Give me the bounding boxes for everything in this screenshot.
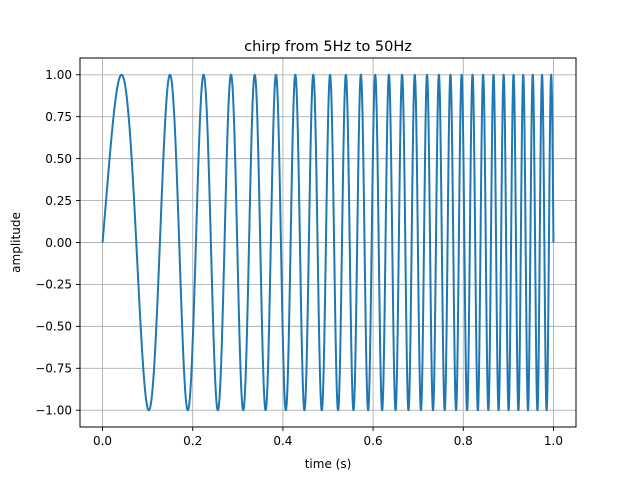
x-axis: 0.0 0.2 0.4 0.6 0.8 1.0 xyxy=(93,427,563,448)
series-group xyxy=(101,73,555,412)
y-tick-label: −0.75 xyxy=(35,362,72,376)
x-tick-label: 0.6 xyxy=(364,434,383,448)
y-axis: −1.00 −0.75 −0.50 −0.25 0.00 0.25 0.50 0.75 1.00 xyxy=(35,68,80,418)
y-tick-label: −0.50 xyxy=(35,320,72,334)
y-tick-label: 0.50 xyxy=(45,152,72,166)
x-tick-label: 0.8 xyxy=(454,434,473,448)
y-tick-label: 0.25 xyxy=(45,194,72,208)
y-tick-label: 1.00 xyxy=(45,68,72,82)
y-tick-label: 0.00 xyxy=(45,236,72,250)
x-tick-label: 0.4 xyxy=(273,434,292,448)
y-axis-label: amplitude xyxy=(9,212,23,273)
chart-title: chirp from 5Hz to 50Hz xyxy=(244,39,412,55)
y-tick-label: 0.75 xyxy=(45,110,72,124)
y-tick-label: −1.00 xyxy=(35,404,72,418)
x-tick-label: 0.0 xyxy=(93,434,112,448)
chirp-series-line xyxy=(101,73,555,412)
x-tick-label: 0.2 xyxy=(183,434,202,448)
y-tick-label: −0.25 xyxy=(35,278,72,292)
x-tick-label: 1.0 xyxy=(544,434,563,448)
x-axis-label: time (s) xyxy=(305,457,352,471)
